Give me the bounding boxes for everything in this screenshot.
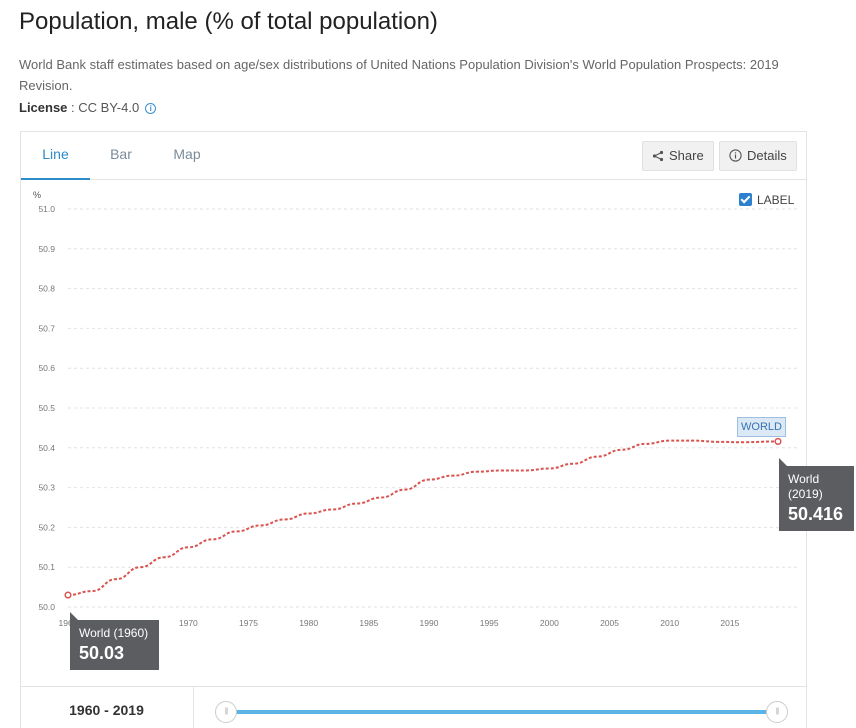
year-range-bar: 1960 - 2019 ||| ||| bbox=[20, 686, 807, 728]
tooltip-start-value: 50.03 bbox=[79, 643, 125, 663]
year-range-label: 1960 - 2019 bbox=[20, 687, 194, 728]
label-checkbox[interactable] bbox=[739, 193, 752, 206]
y-tick-label: 50.1 bbox=[38, 562, 55, 572]
y-tick-label: 50.2 bbox=[38, 522, 55, 532]
y-tick-label: 50.4 bbox=[38, 443, 55, 453]
y-tick-label: 50.8 bbox=[38, 284, 55, 294]
info-icon[interactable]: i bbox=[145, 103, 157, 114]
x-tick-label: 2010 bbox=[660, 618, 679, 628]
y-tick-label: 50.7 bbox=[38, 323, 55, 333]
share-button[interactable]: Share bbox=[642, 141, 714, 171]
tab-bar[interactable]: Bar bbox=[110, 146, 132, 162]
x-tick-label: 2015 bbox=[720, 618, 739, 628]
share-icon bbox=[652, 150, 664, 162]
y-tick-label: 50.3 bbox=[38, 483, 55, 493]
tooltip-start-title: World (1960) bbox=[79, 626, 149, 640]
line-chart: % 51.0 50.9 50.8 50.7 50.6 50.5 50.4 50.3 50.2 50.… bbox=[33, 190, 798, 628]
x-tick-label: 1960 bbox=[59, 618, 78, 628]
tab-map[interactable]: Map bbox=[173, 146, 201, 162]
x-tick-label: 2000 bbox=[540, 618, 559, 628]
label-toggle-text: LABEL bbox=[757, 193, 795, 207]
y-tick-label: 50.0 bbox=[38, 602, 55, 612]
series-end-point bbox=[774, 437, 782, 445]
y-tick-label: 51.0 bbox=[38, 204, 55, 214]
y-tick-label: 50.5 bbox=[38, 403, 55, 413]
y-axis-label: % bbox=[33, 190, 41, 200]
series-start-point bbox=[64, 591, 72, 599]
info-circle-icon bbox=[729, 149, 742, 162]
label-toggle[interactable]: LABEL bbox=[739, 193, 794, 207]
x-tick-label: 1985 bbox=[359, 618, 378, 628]
series-line-world bbox=[67, 439, 779, 597]
tooltip-end: World (2019) 50.416 bbox=[779, 458, 854, 531]
details-label: Details bbox=[747, 148, 787, 163]
x-tick-label: 1995 bbox=[480, 618, 499, 628]
y-tick-label: 50.6 bbox=[38, 363, 55, 373]
tooltip-end-value: 50.416 bbox=[788, 504, 844, 524]
series-end-badge: WORLD bbox=[737, 417, 786, 437]
tooltip-end-series: World bbox=[788, 472, 820, 486]
x-tick-label: 1975 bbox=[239, 618, 258, 628]
share-label: Share bbox=[669, 148, 704, 163]
chart-tabs: Line Bar Map Share Details bbox=[21, 132, 806, 180]
range-end-handle[interactable]: ||| bbox=[766, 701, 788, 723]
page-title: Population, male (% of total population) bbox=[19, 8, 438, 35]
tooltip-start: World (1960) 50.03 bbox=[70, 612, 159, 670]
x-tick-label: 1990 bbox=[420, 618, 439, 628]
tooltip-end-year: (2019) bbox=[788, 487, 823, 501]
x-tick-label: 2005 bbox=[600, 618, 619, 628]
indicator-description: World Bank staff estimates based on age/… bbox=[19, 57, 779, 93]
y-tick-label: 50.9 bbox=[38, 244, 55, 254]
license-label: License bbox=[19, 100, 68, 115]
year-range-track[interactable] bbox=[232, 710, 779, 714]
range-start-handle[interactable]: ||| bbox=[215, 701, 237, 723]
x-tick-label: 1980 bbox=[299, 618, 318, 628]
tab-line[interactable]: Line bbox=[21, 132, 90, 180]
license-line: License : CC BY-4.0 i bbox=[19, 100, 157, 115]
details-button[interactable]: Details bbox=[719, 141, 797, 171]
x-tick-label: 1970 bbox=[179, 618, 198, 628]
license-value: : CC BY-4.0 bbox=[67, 100, 140, 115]
